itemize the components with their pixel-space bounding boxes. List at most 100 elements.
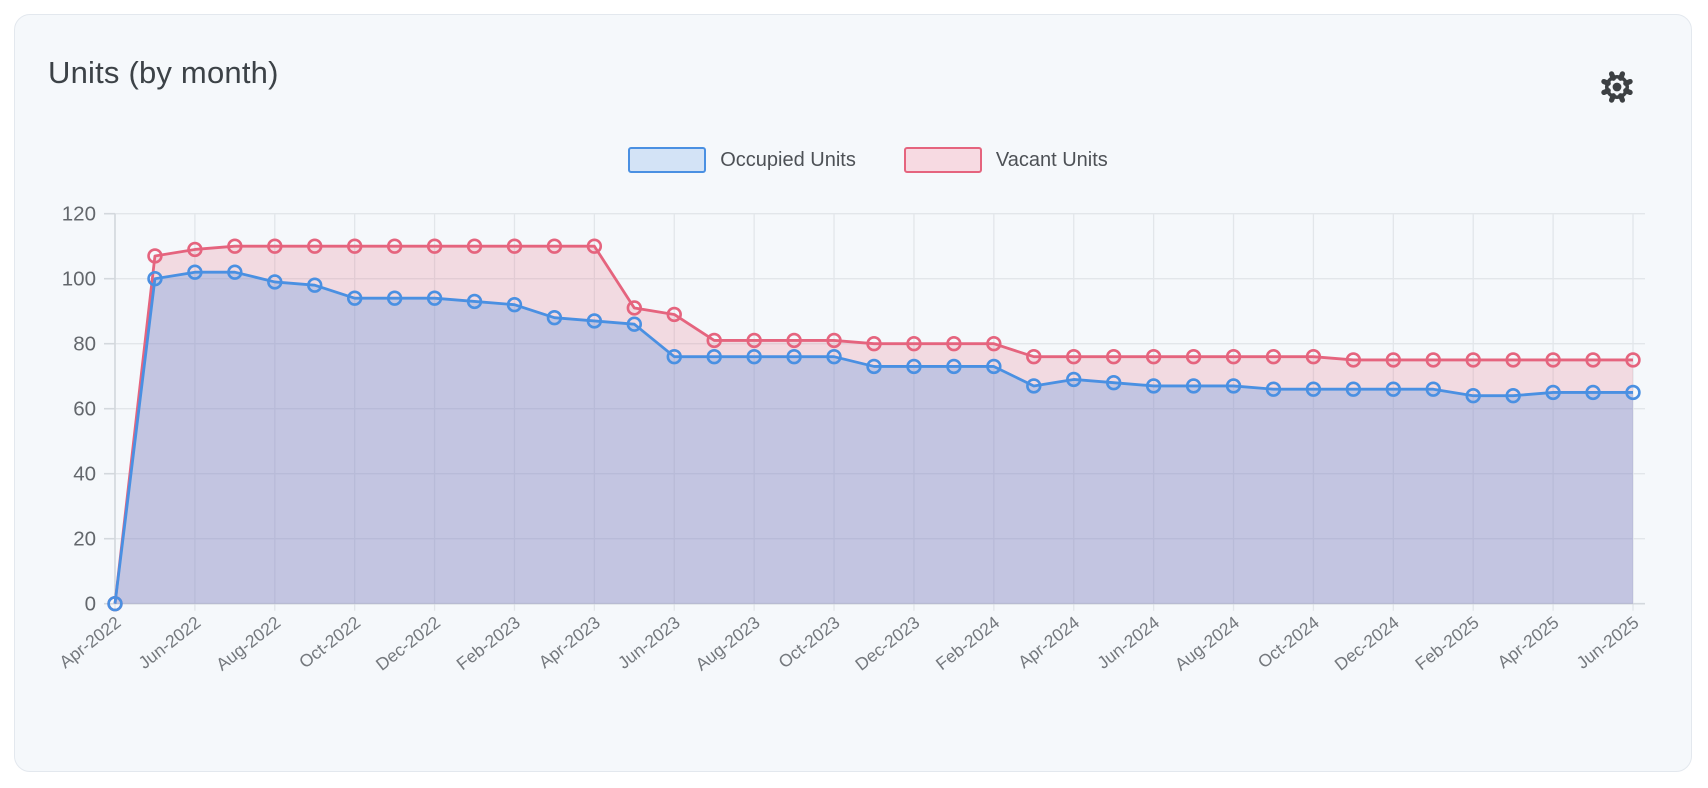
settings-button[interactable] xyxy=(1595,65,1639,109)
series-areas xyxy=(115,246,1633,604)
vacant-units-point[interactable] xyxy=(586,238,603,254)
vacant-units-point[interactable] xyxy=(666,306,682,323)
series-lines xyxy=(113,244,1633,604)
vacant-units-point[interactable] xyxy=(1425,352,1441,368)
y-tick-label: 40 xyxy=(73,463,96,486)
occupied-units-point[interactable] xyxy=(506,297,523,313)
vacant-units-point[interactable] xyxy=(267,238,283,254)
vacant-units-point[interactable] xyxy=(626,300,643,316)
occupied-units-point[interactable] xyxy=(546,310,563,326)
occupied-units-point[interactable] xyxy=(346,290,363,306)
x-tick-label: Apr-2023 xyxy=(535,612,604,672)
vacant-units-point[interactable] xyxy=(986,336,1002,352)
occupied-units-point[interactable] xyxy=(1505,388,1521,404)
occupied-units-point[interactable] xyxy=(826,349,842,365)
occupied-units-point[interactable] xyxy=(147,271,163,287)
legend-item-vacant-units[interactable]: Vacant Units xyxy=(903,147,1108,173)
vacant-units-point[interactable] xyxy=(1026,349,1042,365)
y-tick-label: 100 xyxy=(62,268,96,291)
vacant-units-point[interactable] xyxy=(1465,352,1481,368)
vacant-units-point[interactable] xyxy=(1225,349,1242,365)
units-chart-card: Units (by month) 0 20 40 60 80 100 120 Apr-2022… xyxy=(14,14,1692,772)
vacant-units-point[interactable] xyxy=(1505,352,1521,368)
legend-label-occupied-units: Occupied Units xyxy=(720,148,856,171)
occupied-units-point[interactable] xyxy=(946,358,962,375)
x-tick-label: Dec-2023 xyxy=(851,612,923,674)
occupied-units-point[interactable] xyxy=(1066,371,1082,388)
vacant-units-point[interactable] xyxy=(1305,349,1322,365)
vacant-units-point[interactable] xyxy=(1545,352,1561,368)
occupied-units-point[interactable] xyxy=(187,264,203,280)
occupied-units-point[interactable] xyxy=(1026,378,1042,394)
occupied-units-point[interactable] xyxy=(267,274,283,290)
occupied-units-point[interactable] xyxy=(1105,375,1122,391)
vacant-units-points xyxy=(107,238,1641,612)
vacant-units-point[interactable] xyxy=(1265,349,1282,365)
vacant-units-point[interactable] xyxy=(546,238,563,254)
occupied-units-point[interactable] xyxy=(906,358,922,375)
occupied-units-point[interactable] xyxy=(626,316,643,332)
vacant-units-point[interactable] xyxy=(826,332,842,349)
occupied-units-point[interactable] xyxy=(706,349,722,365)
vacant-units-line xyxy=(113,244,1633,604)
occupied-units-point[interactable] xyxy=(666,349,682,365)
vacant-units-point[interactable] xyxy=(147,248,163,264)
series-markers xyxy=(107,238,1641,612)
occupied-units-point[interactable] xyxy=(1625,384,1641,401)
vacant-units-point[interactable] xyxy=(307,238,323,254)
vacant-units-point[interactable] xyxy=(1345,352,1362,368)
occupied-units-point[interactable] xyxy=(1425,381,1441,397)
vacant-units-point[interactable] xyxy=(706,332,722,349)
occupied-units-point[interactable] xyxy=(1185,378,1202,394)
occupied-units-point[interactable] xyxy=(1265,381,1282,397)
occupied-units-point[interactable] xyxy=(386,290,403,306)
page-title: Units (by month) xyxy=(48,55,279,90)
vacant-units-point[interactable] xyxy=(1145,349,1162,365)
occupied-units-point[interactable] xyxy=(426,290,443,306)
x-tick-label: Jun-2023 xyxy=(614,612,684,673)
x-tick-label: Aug-2024 xyxy=(1171,612,1243,675)
vacant-units-point[interactable] xyxy=(1625,352,1641,368)
occupied-units-point[interactable] xyxy=(1225,378,1242,394)
occupied-units-point[interactable] xyxy=(1345,381,1362,397)
occupied-units-point[interactable] xyxy=(1585,384,1601,401)
vacant-units-point[interactable] xyxy=(946,336,962,352)
vacant-units-point[interactable] xyxy=(187,241,203,258)
occupied-units-point[interactable] xyxy=(307,277,323,293)
occupied-units-point[interactable] xyxy=(586,313,603,329)
vacant-units-point[interactable] xyxy=(346,238,363,254)
legend-item-occupied-units[interactable]: Occupied Units xyxy=(628,147,856,173)
vacant-units-point[interactable] xyxy=(1585,352,1601,368)
x-tick-label: Apr-2024 xyxy=(1014,612,1083,672)
legend-label-vacant-units: Vacant Units xyxy=(995,148,1108,171)
y-tick-label: 80 xyxy=(73,333,96,356)
occupied-units-point[interactable] xyxy=(786,349,802,365)
occupied-units-point[interactable] xyxy=(107,595,123,612)
vacant-units-point[interactable] xyxy=(1385,352,1402,368)
occupied-units-point[interactable] xyxy=(227,264,243,280)
vacant-units-point[interactable] xyxy=(466,238,483,254)
vacant-units-point[interactable] xyxy=(906,336,922,352)
vacant-units-point[interactable] xyxy=(866,336,882,352)
vacant-units-point[interactable] xyxy=(1066,349,1082,365)
vacant-units-point[interactable] xyxy=(786,332,802,349)
vacant-units-point[interactable] xyxy=(426,238,443,254)
occupied-units-point[interactable] xyxy=(1385,381,1402,397)
vacant-units-point[interactable] xyxy=(227,238,243,254)
vacant-units-point[interactable] xyxy=(746,332,762,349)
y-tick-label: 120 xyxy=(62,203,96,226)
vacant-units-point[interactable] xyxy=(1185,349,1202,365)
occupied-units-point[interactable] xyxy=(986,358,1002,375)
vacant-units-point[interactable] xyxy=(1105,349,1122,365)
occupied-units-point[interactable] xyxy=(746,349,762,365)
occupied-units-point[interactable] xyxy=(1145,378,1162,394)
vacant-units-point[interactable] xyxy=(386,238,403,254)
occupied-units-point[interactable] xyxy=(866,358,882,375)
occupied-units-point[interactable] xyxy=(1545,384,1561,401)
occupied-units-point[interactable] xyxy=(466,293,483,310)
occupied-units-point[interactable] xyxy=(1465,388,1481,404)
occupied-units-point[interactable] xyxy=(1305,381,1322,397)
x-tick-label: Oct-2024 xyxy=(1254,612,1323,672)
vacant-units-point[interactable] xyxy=(506,238,523,254)
